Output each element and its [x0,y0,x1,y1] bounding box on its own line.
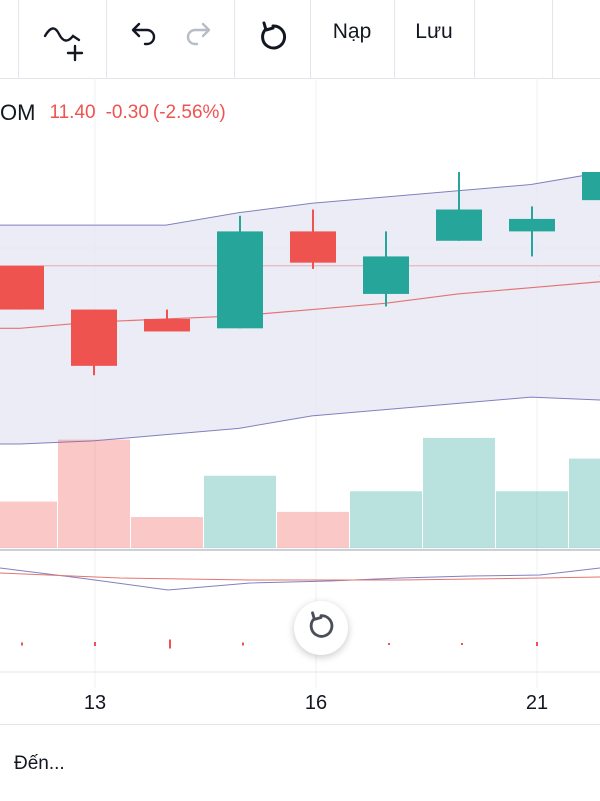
undo-icon [125,20,159,56]
toolbar-divider [18,0,19,78]
last-price: 11.40 [49,102,96,123]
oscillator-histogram-bar [388,643,390,645]
volume-bar [277,511,349,548]
toolbar-divider [106,0,107,78]
reset-icon [305,610,337,647]
price-chart[interactable]: 13 16 21 [0,78,600,724]
oscillator-histogram-bar [21,642,23,646]
oscillator-signal-line [0,572,600,581]
indicator-add-button[interactable] [20,0,106,78]
candle-body [582,172,600,201]
toolbar: Nạp Lưu [0,0,600,79]
price-change-percent: (-2.56%) [152,102,226,123]
chart-footer: Đến... [0,724,600,801]
oscillator-histogram-bar [169,639,171,649]
toolbar-divider [394,0,395,78]
oscillator-histogram-bar [461,643,463,645]
candle-body [71,309,117,366]
candle-body [509,218,555,232]
candle-body [436,209,482,241]
candle-body [144,318,190,332]
symbol-name: OM [0,100,36,125]
bollinger-band [0,171,600,445]
load-label: Nạp [332,20,372,43]
scroll-to-realtime-button[interactable] [294,601,348,655]
price-change: -0.30 [105,102,149,123]
redo-button[interactable] [176,0,224,78]
redo-icon [183,20,217,56]
ma-line [0,275,600,329]
indicator-add-icon [39,20,87,68]
oscillator-pane [0,567,600,673]
oscillator-line [0,567,600,591]
volume-bar [496,491,568,548]
candle-body [0,265,44,310]
volume-bar [131,517,203,548]
volume-bar [569,458,600,548]
x-tick-label: 16 [305,692,327,714]
oscillator-histogram-bar [242,642,244,646]
candle-body [363,256,409,294]
volume-bar [423,437,495,548]
x-tick-label: 13 [84,692,106,714]
volume-bar [350,491,422,548]
candle-body [290,231,336,263]
x-axis-ticks: 13 16 21 [84,692,548,714]
reset-icon [256,20,290,60]
band-lower-line [0,396,600,445]
save-label: Lưu [415,20,453,43]
save-layout-button[interactable]: Lưu [394,0,474,78]
toolbar-divider [552,0,553,78]
candle-body [217,231,263,329]
volume-bar [58,439,130,548]
toolbar-divider [234,0,235,78]
toolbar-divider [310,0,311,78]
symbol-legend: OM 11.40 -0.30 (-2.56%) [0,98,226,128]
candlestick-series [0,172,600,376]
toolbar-divider [474,0,475,78]
reset-chart-button[interactable] [236,0,310,78]
oscillator-histogram-bar [94,642,96,646]
band-fill [0,172,600,444]
volume-bar [0,501,57,548]
band-upper-line [0,171,600,226]
goto-date-button[interactable]: Đến... [14,753,65,774]
oscillator-histogram-bar [536,642,538,646]
volume-bar [204,475,276,548]
volume-series [0,437,600,551]
x-tick-label: 21 [526,692,548,714]
undo-button[interactable] [118,0,166,78]
load-layout-button[interactable]: Nạp [310,0,394,78]
moving-average [0,275,600,329]
